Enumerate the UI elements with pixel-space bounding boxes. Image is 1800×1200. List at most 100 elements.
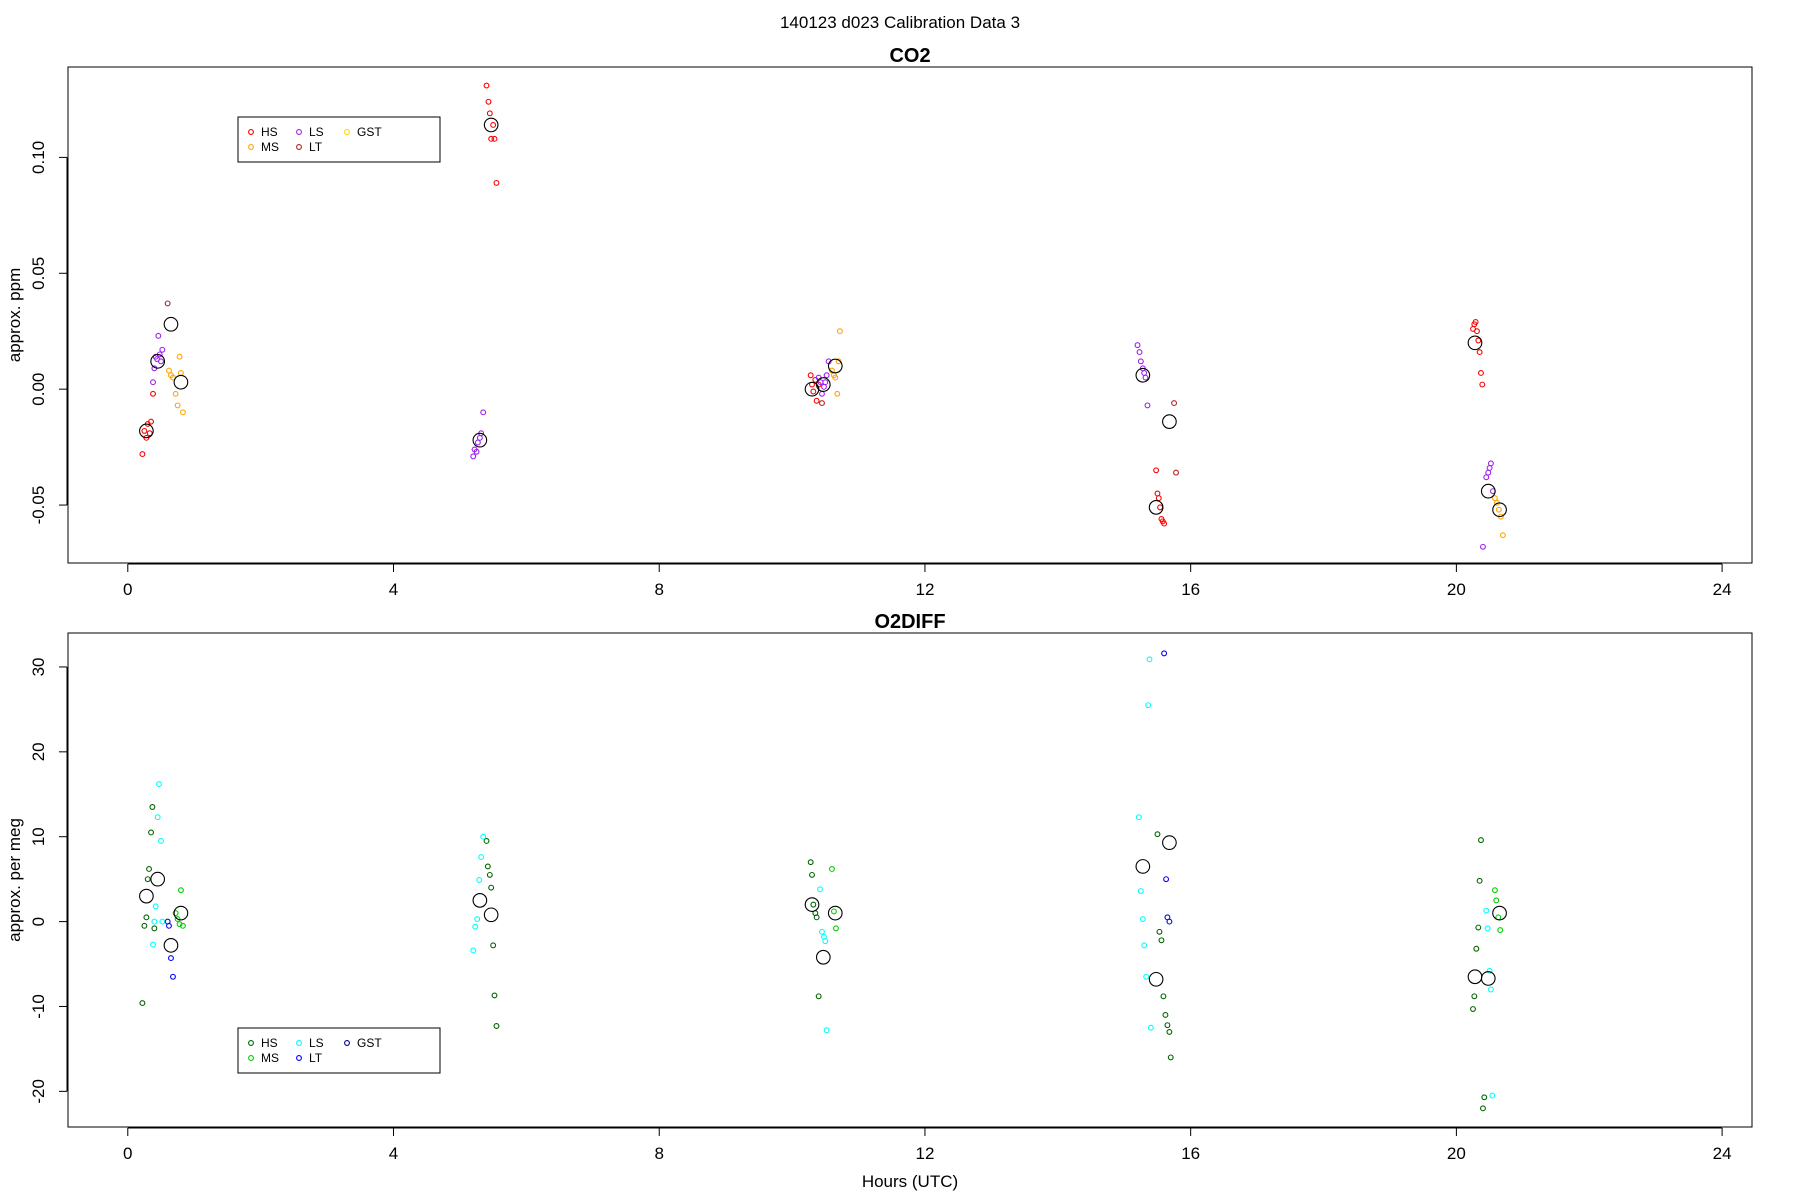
y-tick-label: -0.05 (29, 486, 48, 525)
data-point (1486, 967, 1493, 974)
data-point (143, 434, 150, 441)
mean-marker (1162, 835, 1177, 851)
series-ms (166, 328, 1506, 539)
mean-marker (1148, 500, 1164, 515)
legend-label: LS (309, 1036, 324, 1050)
data-point (1487, 460, 1494, 467)
data-point (139, 1000, 146, 1007)
data-point (1495, 506, 1502, 513)
data-point (159, 346, 166, 353)
data-point (486, 110, 493, 117)
data-point (832, 374, 839, 381)
data-point (819, 390, 825, 397)
data-point (484, 863, 491, 870)
data-point (176, 353, 183, 360)
data-point (1499, 532, 1506, 539)
data-point (483, 838, 490, 844)
data-point (470, 453, 477, 460)
data-point (1136, 349, 1143, 356)
legend-swatch (248, 1040, 254, 1046)
data-point (817, 886, 823, 893)
data-point (177, 369, 184, 376)
y-tick-label: 10 (29, 827, 48, 846)
data-point (493, 1023, 500, 1029)
data-point (1163, 876, 1170, 883)
data-point (488, 135, 495, 142)
data-point (1478, 837, 1484, 844)
data-point (474, 439, 481, 446)
mean-marker (472, 432, 488, 448)
y-tick-label: -10 (29, 994, 48, 1019)
series-lt (164, 300, 1180, 476)
data-point (1166, 918, 1173, 925)
mean-marker (1480, 971, 1496, 986)
data-point (1157, 504, 1164, 511)
legend-swatch (344, 1040, 350, 1046)
data-point (1164, 1022, 1171, 1029)
data-point (1171, 400, 1178, 407)
data-point (1143, 973, 1150, 980)
data-point (1486, 465, 1493, 471)
y-tick-label: -20 (29, 1079, 48, 1104)
y-axis: -0.05 0.00 0.05 0.10 approx. ppm (5, 141, 68, 525)
legend-swatch (296, 144, 302, 150)
mean-marker (1467, 969, 1483, 985)
data-point (480, 833, 487, 840)
data-point (179, 409, 186, 416)
mean-marker (1148, 971, 1164, 987)
data-point (1158, 937, 1165, 944)
data-point (822, 379, 829, 386)
mean-marker (1480, 483, 1496, 499)
mean-marker (804, 897, 820, 912)
data-point (1485, 469, 1492, 476)
mean-marker (139, 888, 154, 904)
data-point (1491, 887, 1498, 894)
mean-marker (1162, 414, 1177, 429)
data-point (834, 390, 841, 397)
data-point (472, 923, 479, 930)
mean-marker (483, 117, 499, 133)
data-point (144, 876, 151, 883)
data-point (1135, 814, 1142, 821)
x-tick-label: 0 (123, 580, 132, 599)
data-point (490, 121, 497, 128)
data-point (148, 418, 154, 425)
x-tick-label: 12 (915, 1144, 934, 1163)
mean-marker (815, 377, 831, 392)
x-axis-label: Hours (UTC) (862, 1172, 958, 1191)
data-point (815, 993, 822, 1000)
data-point (1156, 928, 1163, 935)
data-point (810, 901, 817, 908)
legend-label: GST (357, 125, 382, 139)
data-point (1491, 495, 1498, 502)
legend-label: MS (261, 1051, 279, 1065)
data-point (1154, 831, 1161, 838)
data-point (139, 451, 146, 458)
data-point (1470, 1006, 1476, 1012)
legend-swatch (296, 129, 302, 135)
data-point (170, 973, 176, 980)
data-point (474, 916, 481, 922)
y-axis-label: approx. ppm (5, 268, 24, 363)
data-point (1479, 381, 1486, 388)
data-point (151, 925, 158, 932)
mean-marker (1492, 502, 1507, 518)
data-point (177, 887, 184, 894)
legend-swatch (248, 129, 254, 135)
legend-label: MS (261, 140, 279, 154)
data-point (1471, 993, 1478, 1000)
data-point (490, 942, 497, 949)
data-point (483, 82, 490, 89)
data-point (488, 884, 495, 891)
data-point (1474, 328, 1480, 335)
series-hs (139, 804, 1488, 1112)
data-point (174, 916, 181, 922)
data-point (828, 367, 835, 374)
mean-marker (1492, 905, 1507, 921)
x-tick-label: 4 (389, 1144, 398, 1163)
plot-frame (67, 632, 1753, 1128)
data-point (1478, 369, 1484, 376)
legend-swatch (248, 144, 254, 150)
data-point (154, 814, 161, 821)
